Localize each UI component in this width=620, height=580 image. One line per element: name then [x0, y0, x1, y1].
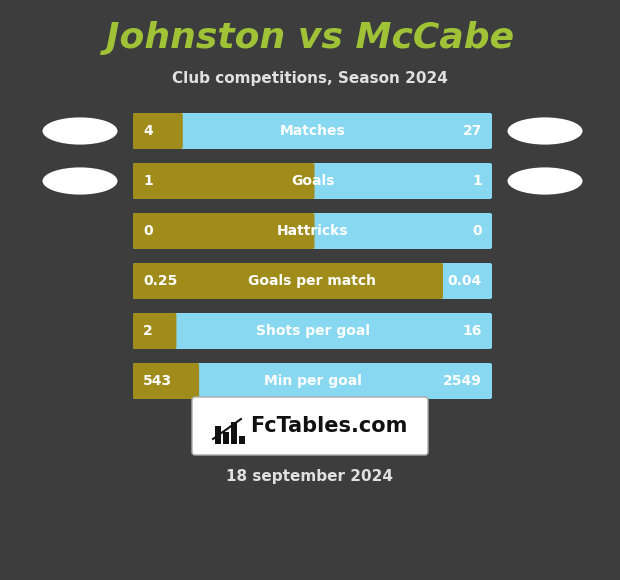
Text: 1: 1 [472, 174, 482, 188]
Text: Club competitions, Season 2024: Club competitions, Season 2024 [172, 71, 448, 85]
Text: 16: 16 [463, 324, 482, 338]
Text: 27: 27 [463, 124, 482, 138]
Text: Hattricks: Hattricks [277, 224, 348, 238]
FancyBboxPatch shape [133, 313, 177, 349]
FancyBboxPatch shape [133, 363, 492, 399]
FancyBboxPatch shape [133, 213, 314, 249]
Text: 0.25: 0.25 [143, 274, 177, 288]
Bar [223, 432, 229, 444]
Text: FcTables.com: FcTables.com [250, 416, 407, 436]
Bar [231, 422, 237, 444]
Text: 0: 0 [472, 224, 482, 238]
Text: 2549: 2549 [443, 374, 482, 388]
Text: 2: 2 [143, 324, 153, 338]
Text: Matches: Matches [280, 124, 345, 138]
FancyBboxPatch shape [133, 313, 492, 349]
FancyBboxPatch shape [133, 263, 443, 299]
Text: Goals: Goals [291, 174, 334, 188]
Ellipse shape [43, 117, 118, 144]
Text: 18 september 2024: 18 september 2024 [226, 469, 394, 484]
Text: 0.04: 0.04 [448, 274, 482, 288]
Bar [239, 436, 245, 444]
Text: 4: 4 [143, 124, 153, 138]
Text: 0: 0 [143, 224, 153, 238]
FancyBboxPatch shape [133, 263, 492, 299]
Text: 543: 543 [143, 374, 172, 388]
Text: Goals per match: Goals per match [249, 274, 376, 288]
Ellipse shape [43, 168, 118, 195]
FancyBboxPatch shape [133, 113, 183, 149]
Ellipse shape [508, 168, 583, 195]
Text: Johnston vs McCabe: Johnston vs McCabe [106, 21, 514, 55]
Text: 1: 1 [143, 174, 153, 188]
FancyBboxPatch shape [192, 397, 428, 455]
Text: Shots per goal: Shots per goal [255, 324, 370, 338]
Bar [215, 426, 221, 444]
Ellipse shape [508, 117, 583, 144]
FancyBboxPatch shape [133, 113, 492, 149]
FancyBboxPatch shape [133, 163, 314, 199]
FancyBboxPatch shape [133, 213, 492, 249]
FancyBboxPatch shape [133, 163, 492, 199]
Text: Min per goal: Min per goal [264, 374, 361, 388]
FancyBboxPatch shape [133, 363, 199, 399]
